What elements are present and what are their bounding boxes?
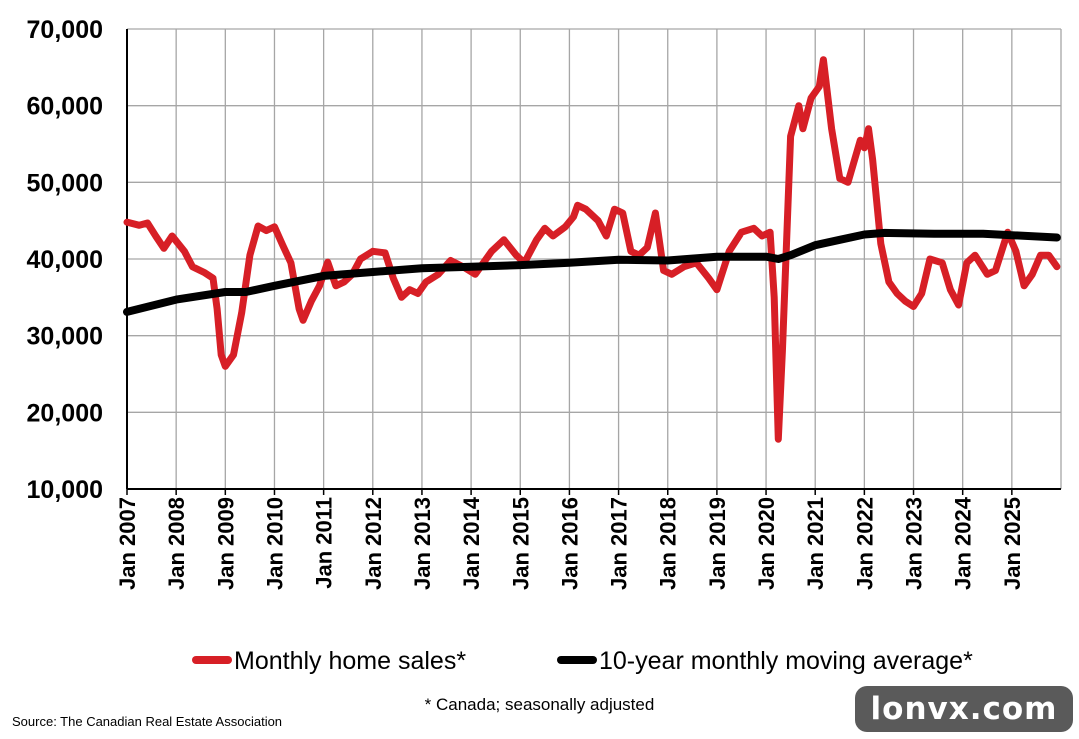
footnote: * Canada; seasonally adjusted	[424, 695, 655, 714]
x-tick-label: Jan 2016	[557, 497, 582, 590]
watermark-logo: lonvx.com	[855, 686, 1073, 732]
x-tick-label: Jan 2025	[1000, 497, 1025, 590]
series-lines	[123, 56, 1061, 443]
x-axis-ticks: Jan 2007 Jan 2008 Jan 2009 Jan 2010 Jan 2011…	[115, 496, 1025, 590]
x-tick-label: Jan 2012	[361, 497, 386, 590]
moving-average-line	[123, 228, 1061, 316]
x-tick-label: Jan 2024	[951, 496, 976, 590]
x-tick-label: Jan 2018	[656, 497, 681, 590]
y-tick-label: 40,000	[27, 246, 103, 274]
monthly-home-sales-line	[123, 56, 1061, 443]
legend-monthly-home-sales-label: Monthly home sales*	[234, 647, 466, 675]
x-tick-label: Jan 2021	[803, 497, 828, 590]
x-tick-label: Jan 2020	[754, 497, 779, 590]
x-tick-label: Jan 2015	[508, 497, 533, 590]
x-tick-label: Jan 2017	[607, 497, 632, 590]
x-tick-label: Jan 2009	[213, 497, 238, 590]
x-tick-label: Jan 2013	[410, 497, 435, 590]
source-note: Source: The Canadian Real Estate Associa…	[12, 714, 283, 729]
y-tick-label: 70,000	[27, 16, 103, 44]
y-tick-label: 30,000	[27, 323, 103, 351]
x-tick-label: Jan 2019	[705, 497, 730, 590]
y-tick-label: 20,000	[27, 399, 103, 427]
x-tick-label: Jan 2010	[262, 497, 287, 590]
x-tick-label: Jan 2011	[312, 497, 337, 589]
y-tick-label: 60,000	[27, 93, 103, 121]
grid-lines	[126, 28, 1062, 495]
y-tick-label: 10,000	[27, 476, 103, 504]
x-tick-label: Jan 2023	[902, 497, 927, 590]
x-tick-label: Jan 2022	[852, 497, 877, 590]
x-tick-label: Jan 2008	[164, 497, 189, 590]
legend: Monthly home sales* 10-year monthly movin…	[192, 647, 973, 675]
x-tick-label: Jan 2014	[459, 496, 484, 590]
x-tick-label: Jan 2007	[115, 497, 140, 590]
legend-moving-average-label: 10-year monthly moving average*	[599, 647, 973, 675]
y-tick-label: 50,000	[27, 169, 103, 197]
y-axis-ticks: 10,000 20,000 30,000 40,000 50,000 60,000 70,0…	[27, 16, 103, 504]
